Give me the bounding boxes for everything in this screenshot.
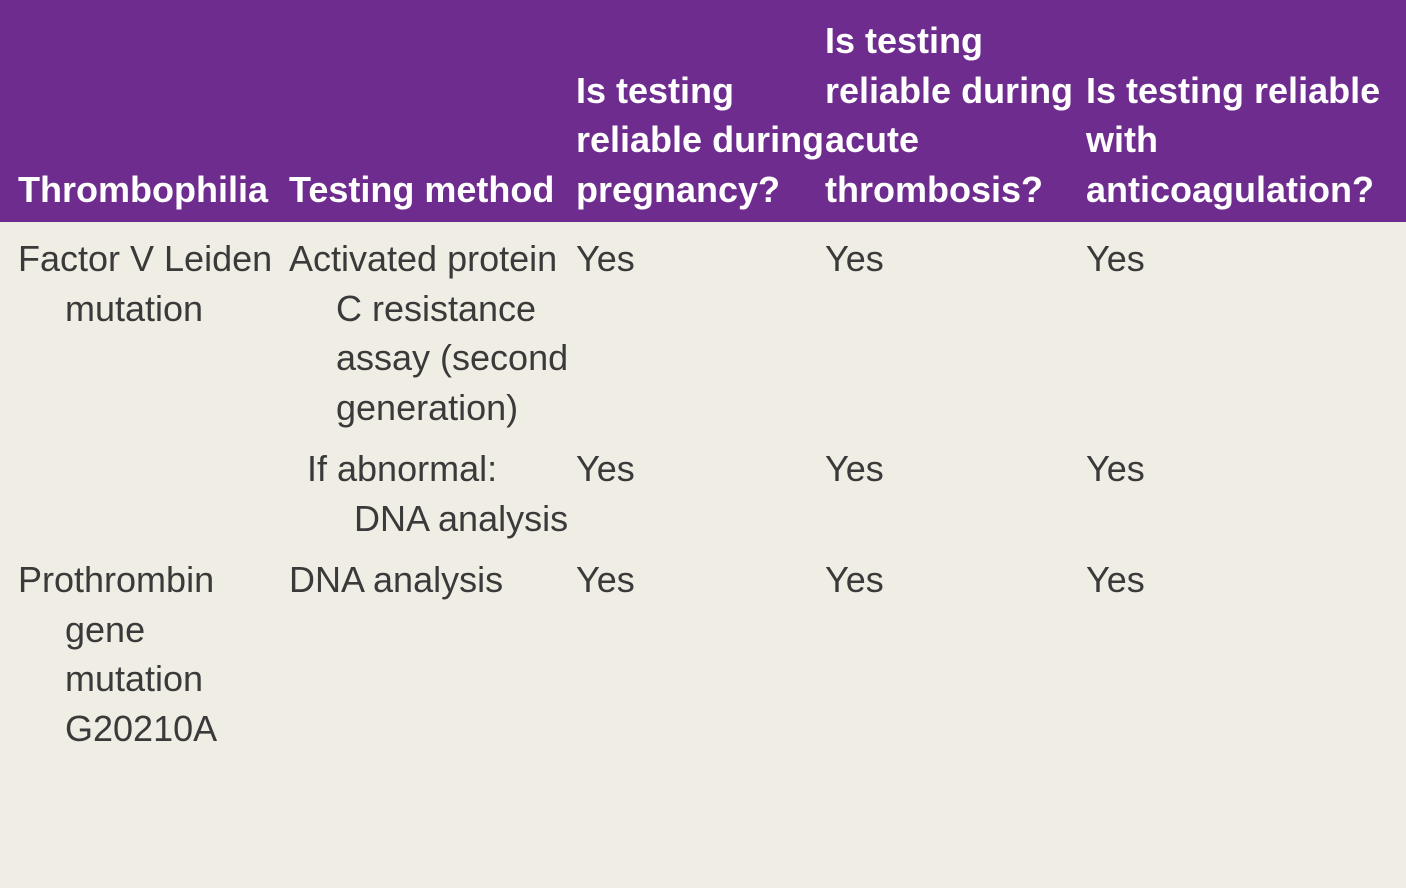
method-cell: If abnormal: DNA analysis	[307, 448, 569, 539]
thrombophilia-table: Thrombophilia Testing method Is testing re…	[0, 0, 1406, 753]
answer-cell: Yes	[1086, 559, 1145, 600]
table-row: If abnormal: DNA analysis Yes Yes Yes	[0, 432, 1406, 543]
answer-cell: Yes	[576, 238, 635, 279]
answer-cell: Yes	[1086, 238, 1145, 279]
header-cell: Testing method	[289, 0, 576, 222]
answer-cell: Yes	[1086, 448, 1145, 489]
header-cell: Thrombophilia	[0, 0, 289, 222]
answer-cell: Yes	[825, 238, 884, 279]
header-cell: Is testing reliable with anticoagulation…	[1086, 0, 1406, 222]
thrombophilia-cell: Prothrombin gene mutation G20210A	[18, 559, 218, 749]
thrombophilia-cell: Factor V Leiden mutation	[18, 238, 273, 329]
method-cell: DNA analysis	[289, 559, 504, 600]
table-row: Prothrombin gene mutation G20210A DNA ana…	[0, 543, 1406, 753]
header-cell: Is testing reliable during acute thrombo…	[825, 0, 1086, 222]
table-body: Factor V Leiden mutation Activated protei…	[0, 222, 1406, 753]
answer-cell: Yes	[825, 448, 884, 489]
method-cell: Activated protein C resistance assay (se…	[289, 238, 569, 428]
header-cell: Is testing reliable during pregnancy?	[576, 0, 825, 222]
table-row: Factor V Leiden mutation Activated protei…	[0, 222, 1406, 432]
header-row: Thrombophilia Testing method Is testing re…	[0, 0, 1406, 222]
answer-cell: Yes	[576, 448, 635, 489]
answer-cell: Yes	[825, 559, 884, 600]
answer-cell: Yes	[576, 559, 635, 600]
